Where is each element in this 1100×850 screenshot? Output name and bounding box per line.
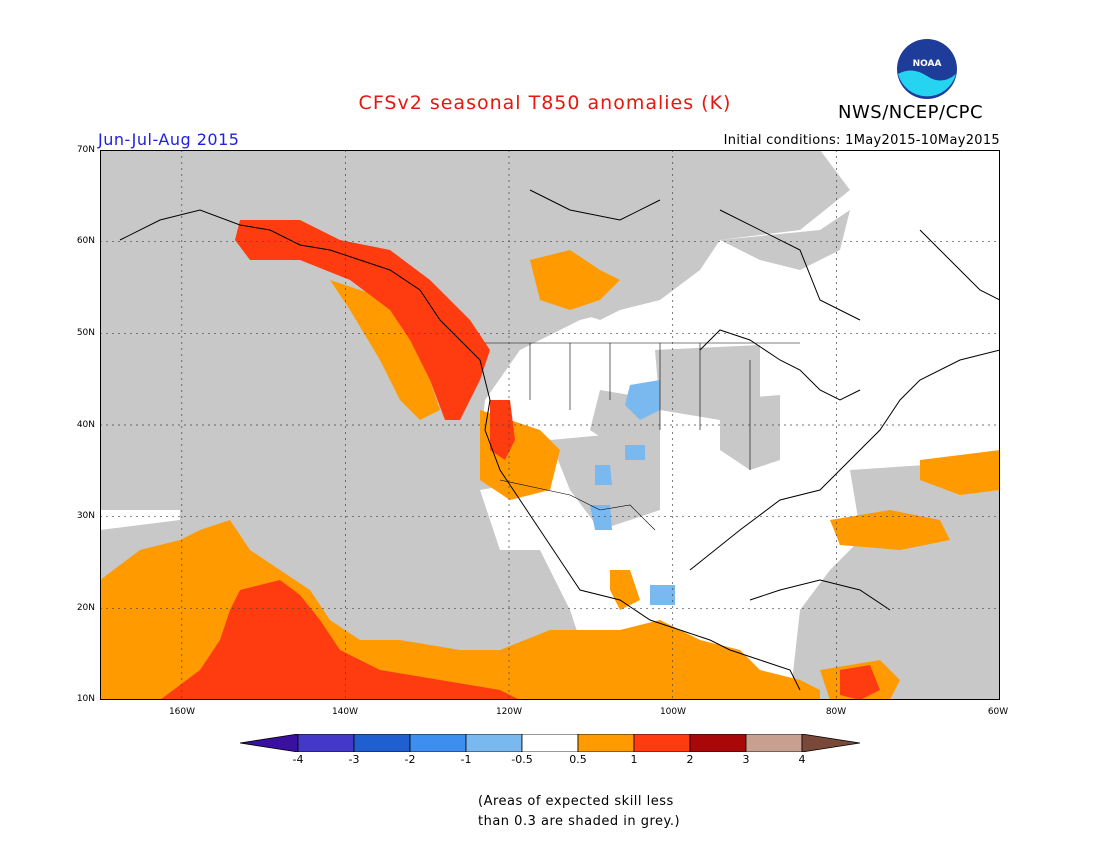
season-label: Jun-Jul-Aug 2015 <box>98 130 240 149</box>
colorbar-label: -3 <box>348 753 360 766</box>
lat-label: 10N <box>76 694 95 704</box>
colorbar-label: 1 <box>630 753 638 766</box>
skill-note-line2: than 0.3 are shaded in grey.) <box>478 814 681 829</box>
coastlines <box>119 189 1000 691</box>
lat-label: 50N <box>76 328 95 338</box>
colorbar <box>240 734 860 752</box>
colorbar-label: -4 <box>292 753 304 766</box>
lon-label: 160W <box>168 707 196 717</box>
blue-anomaly <box>590 380 675 605</box>
colorbar-label: 4 <box>798 753 806 766</box>
skill-note: (Areas of expected skill less than 0.3 a… <box>478 792 680 832</box>
noaa-logo: NOAA <box>897 39 957 99</box>
map-title: CFSv2 seasonal T850 anomalies (K) <box>358 92 732 114</box>
colorbar-label: -1 <box>460 753 472 766</box>
lon-label: 60W <box>987 707 1009 717</box>
lat-label: 30N <box>76 511 95 521</box>
skill-note-line1: (Areas of expected skill less <box>478 794 674 809</box>
graticule <box>100 150 1000 700</box>
organization-label: NWS/NCEP/CPC <box>838 102 984 123</box>
colorbar-label: 0.5 <box>569 753 587 766</box>
lon-label: 100W <box>659 707 687 717</box>
colorbar-label: 2 <box>686 753 694 766</box>
colorbar-label: -2 <box>404 753 416 766</box>
lon-label: 140W <box>331 707 359 717</box>
lat-label: 60N <box>76 236 95 246</box>
initial-conditions-label: Initial conditions: 1May2015-10May2015 <box>723 133 1000 148</box>
lat-label: 70N <box>76 145 95 155</box>
colorbar-label: 3 <box>742 753 750 766</box>
lon-label: 120W <box>495 707 523 717</box>
colorbar-label: -0.5 <box>511 753 533 766</box>
lon-label: 80W <box>825 707 847 717</box>
lat-label: 40N <box>76 420 95 430</box>
lat-label: 20N <box>76 603 95 613</box>
anomaly-map <box>100 150 1000 700</box>
svg-text:NOAA: NOAA <box>913 59 942 69</box>
borders <box>485 342 800 531</box>
